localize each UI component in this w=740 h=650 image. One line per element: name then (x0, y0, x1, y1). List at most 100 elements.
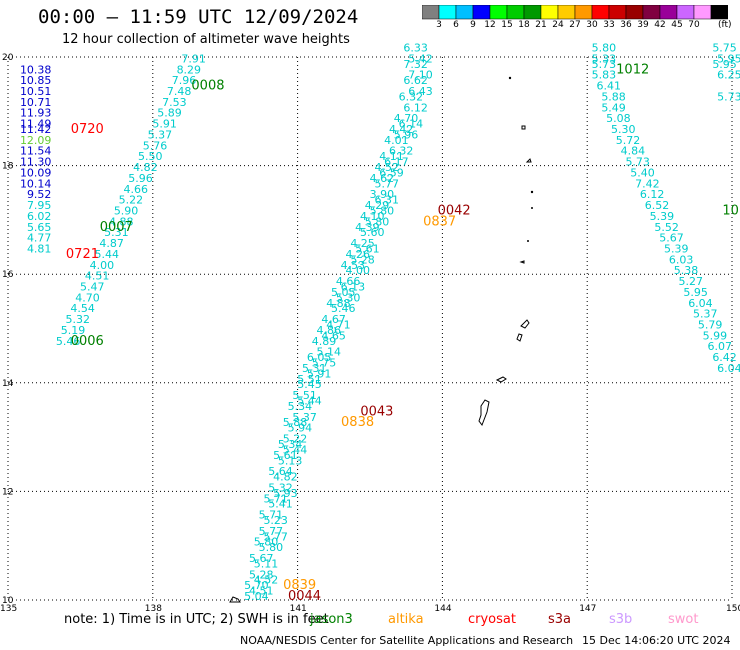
wave-height-value: 5.71 (263, 492, 288, 505)
y-tick-label: 10 (2, 596, 14, 606)
color-scale-label: 33 (603, 20, 615, 30)
color-scale-label: 36 (620, 20, 632, 30)
map-grid (7, 56, 733, 601)
wave-height-value: 5.13 (278, 454, 303, 467)
wave-height-value: 4.62 (370, 172, 395, 185)
pass-time-label: 0043 (360, 404, 393, 419)
wave-height-value: 5.80 (370, 204, 395, 217)
color-scale-label: 42 (654, 20, 666, 30)
wave-height-value: 10.09 (20, 166, 52, 179)
wave-height-value: 7.91 (181, 52, 206, 65)
wave-height-value: 5.38 (674, 264, 699, 277)
wave-height-value: 4.70 (394, 112, 419, 125)
wave-height-value: 5.44 (297, 395, 322, 408)
wave-height-value: 4.39 (355, 221, 380, 234)
wave-height-value: 5.37 (292, 411, 317, 424)
pass-time-label: 0006 (71, 334, 104, 349)
wave-height-value: 5.71 (259, 509, 284, 522)
x-tick-label: 135 (0, 604, 17, 612)
wave-height-value: 4.42 (389, 123, 414, 136)
generated-timestamp: 15 Dec 14:06:20 UTC 2024 (582, 634, 731, 647)
wave-height-value: 5.37 (693, 308, 718, 321)
wave-height-value: 6.62 (403, 74, 428, 87)
color-scale-label: 45 (671, 20, 683, 30)
wave-height-value: 5.27 (679, 275, 704, 288)
wave-height-value: 5.31 (104, 226, 129, 239)
wave-height-value: 5.30 (336, 291, 361, 304)
color-swatch (710, 5, 728, 20)
pass-time-label: 0837 (423, 214, 456, 229)
wave-height-value: 5.19 (61, 324, 86, 337)
island-saipan (495, 376, 507, 383)
wave-height-value: 7.95 (27, 199, 52, 212)
wave-height-value: 5.95 (717, 52, 740, 65)
wave-height-value: 6.13 (341, 280, 366, 293)
wave-height-value: 4.89 (312, 335, 337, 348)
wave-height-value: 5.96 (128, 172, 153, 185)
wave-height-value: 7.32 (403, 58, 428, 71)
wave-height-value: 5.75 (712, 42, 737, 55)
wave-height-value: 4.67 (321, 313, 346, 326)
color-scale-label: 9 (470, 20, 476, 30)
wave-height-value: 5.32 (268, 481, 293, 494)
pass-time-label: 1012 (616, 62, 649, 77)
wave-height-value: 5.77 (374, 177, 399, 190)
wave-height-value: 7.96 (172, 74, 197, 87)
wave-height-value: 5.47 (80, 280, 105, 293)
y-tick-label: 16 (2, 270, 14, 280)
wave-height-value: 6.32 (399, 90, 424, 103)
wave-height-value: 11.54 (20, 145, 52, 158)
wave-height-value: 5.73 (625, 156, 650, 169)
satellite-legend-item: s3a (548, 612, 572, 627)
wave-height-value: 5.44 (95, 248, 120, 261)
wave-height-value: 5.60 (360, 226, 385, 239)
wave-height-value: 5.80 (365, 215, 390, 228)
wave-height-value: 10.85 (20, 74, 52, 87)
wave-height-value: 5.91 (307, 367, 332, 380)
color-scale-label: 3 (436, 20, 442, 30)
color-scale-label: 15 (501, 20, 513, 30)
pass-time-label: 0838 (341, 415, 374, 430)
wave-height-value: 4.82 (133, 161, 158, 174)
wave-height-value: 5.80 (259, 541, 284, 554)
wave-height-value: 5.32 (66, 313, 91, 326)
wave-height-value: 6.17 (384, 156, 409, 169)
pass-time-label: 0720 (71, 122, 104, 137)
wave-height-value: 5.80 (592, 42, 617, 55)
wave-height-value: 11.30 (20, 156, 52, 169)
wave-height-value: 6.43 (408, 85, 433, 98)
color-scale-unit: (ft) (718, 20, 732, 30)
wave-height-value: 5.52 (654, 221, 679, 234)
satellite-legend-item: altika (388, 612, 424, 627)
wave-height-value: 4.88 (109, 215, 134, 228)
wave-height-value: 6.41 (596, 80, 621, 93)
wave-height-value: 5.83 (592, 69, 617, 82)
y-tick-label: 20 (2, 53, 14, 63)
x-tick-label: 147 (579, 604, 596, 612)
wave-height-value: 10.38 (20, 63, 52, 76)
wave-height-value: 5.50 (138, 150, 163, 163)
wave-height-value: 5.31 (302, 362, 327, 375)
pass-time-label: 0007 (100, 220, 133, 235)
credit-line: NOAA/NESDIS Center for Satellite Applica… (240, 634, 574, 647)
wave-height-value: 5.22 (119, 194, 144, 207)
wave-height-value: 6.32 (389, 145, 414, 158)
wave-height-value: 4.26 (346, 248, 371, 261)
map-subtitle: 12 hour collection of altimeter wave hei… (62, 32, 350, 47)
wave-height-value: 6.04 (688, 297, 713, 310)
wave-height-value: 6.33 (403, 42, 428, 55)
wave-height-value: 5.22 (283, 433, 308, 446)
wave-height-value: 5.70 (244, 579, 269, 592)
wave-height-value: 4.86 (317, 324, 342, 337)
satellite-legend-item: cryosat (468, 612, 516, 627)
color-scale-label: 18 (518, 20, 530, 30)
wave-height-value: 5.51 (297, 373, 322, 386)
wave-height-value: 5.73 (592, 58, 617, 71)
wave-height-value: 5.67 (249, 552, 274, 565)
wave-height-value: 11.49 (20, 118, 52, 131)
wave-height-value: 5.89 (157, 107, 182, 120)
wave-height-value: 4.65 (321, 329, 346, 342)
axis-tick-labels: 135138141144147150101214161820 (0, 53, 740, 612)
wave-height-value: 4.29 (365, 199, 390, 212)
wave-height-value: 5.67 (659, 232, 684, 245)
